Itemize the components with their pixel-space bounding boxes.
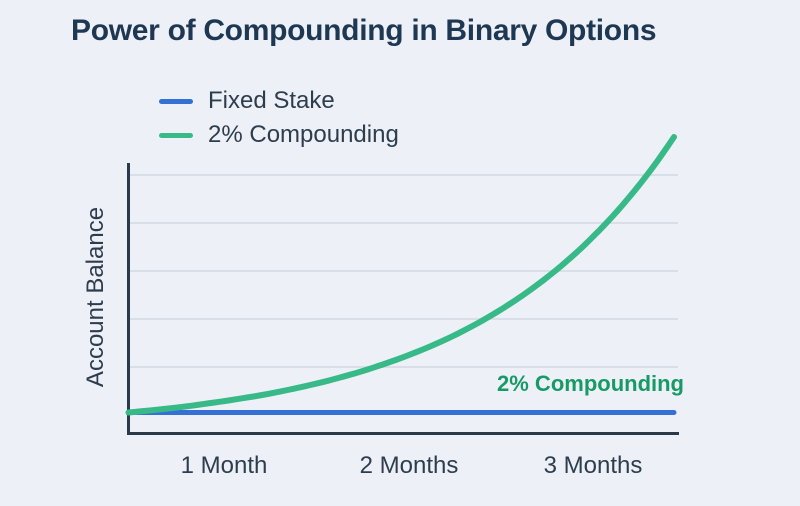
compounding-swatch bbox=[159, 132, 193, 138]
series-annotation: 2% Compounding bbox=[497, 371, 684, 396]
series-line-2-compounding bbox=[125, 134, 677, 416]
fixed-stake-swatch bbox=[159, 98, 193, 104]
axes bbox=[127, 163, 679, 435]
x-tick-1-month: 1 Month bbox=[180, 452, 268, 479]
chart-title: Power of Compounding in Binary Options bbox=[71, 14, 657, 47]
compounding-label: 2% Compounding bbox=[208, 121, 399, 148]
legend-item-fixed-stake: Fixed Stake bbox=[159, 84, 399, 118]
x-tick-3-months: 3 Months bbox=[543, 452, 643, 479]
x-tick-2-months: 2 Months bbox=[359, 452, 459, 479]
fixed-stake-label: Fixed Stake bbox=[208, 87, 335, 114]
legend: Fixed Stake 2% Compounding bbox=[159, 84, 399, 152]
legend-item-compounding: 2% Compounding bbox=[159, 118, 399, 152]
